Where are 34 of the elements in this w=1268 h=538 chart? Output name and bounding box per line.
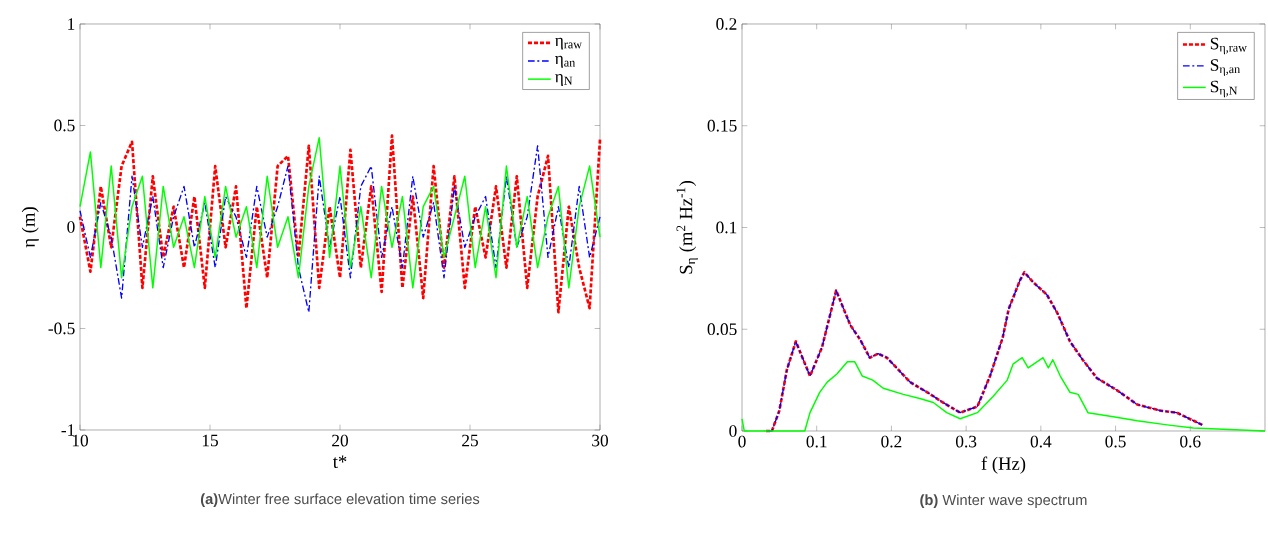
x-tick-label: 15	[202, 434, 218, 447]
x-tick-label: 0.4	[1030, 435, 1052, 448]
text: (b) Winter wave spectrum	[920, 494, 1087, 509]
x-tick-label: 0.6	[1180, 435, 1201, 448]
x-tick-label: 25	[462, 434, 478, 447]
legend-label: η$_{raw}$	[555, 37, 582, 50]
legend-label: S$_{η,raw}$	[1210, 37, 1247, 55]
y-tick-label: 0.05	[707, 323, 737, 336]
y-tick-label: -0.5	[48, 322, 75, 335]
y-tick-label: 0	[67, 221, 75, 233]
x-tick-label: 20	[332, 434, 349, 447]
x-tick-label: 10	[72, 434, 89, 447]
x-tick-label: 0.2	[881, 435, 902, 448]
y-tick-label: -1	[61, 424, 75, 436]
x-axis-title: t*	[332, 455, 347, 468]
y-tick-label: 0.15	[707, 119, 737, 132]
y-axis-title: S$_{η}$ (m$^{2}$ Hz$^{-1}$)	[676, 180, 698, 274]
legend-label: S$_{η,N}$	[1210, 80, 1238, 98]
x-axis-title: f (Hz)	[981, 456, 1026, 474]
legend-label: η$_{an}$	[555, 55, 576, 68]
y-axis-title: η (m)	[21, 207, 39, 248]
y-tick-label: 1	[68, 18, 75, 30]
legend-label: S$_{η,an}$	[1210, 59, 1240, 76]
x-tick-label: 30	[592, 434, 609, 447]
x-tick-label: 0	[738, 435, 746, 448]
y-tick-label: 0	[729, 425, 737, 437]
x-tick-label: 0.3	[955, 435, 977, 448]
legend-label: η$_{N}$	[555, 74, 573, 86]
x-tick-label: 0.1	[806, 435, 827, 448]
text: (a)Winter free surface elevation time series	[200, 493, 480, 508]
y-tick-label: 0.1	[716, 221, 737, 234]
y-tick-label: 0.2	[716, 18, 737, 30]
y-tick-label: 0.5	[54, 119, 75, 132]
x-tick-label: 0.5	[1105, 435, 1126, 448]
